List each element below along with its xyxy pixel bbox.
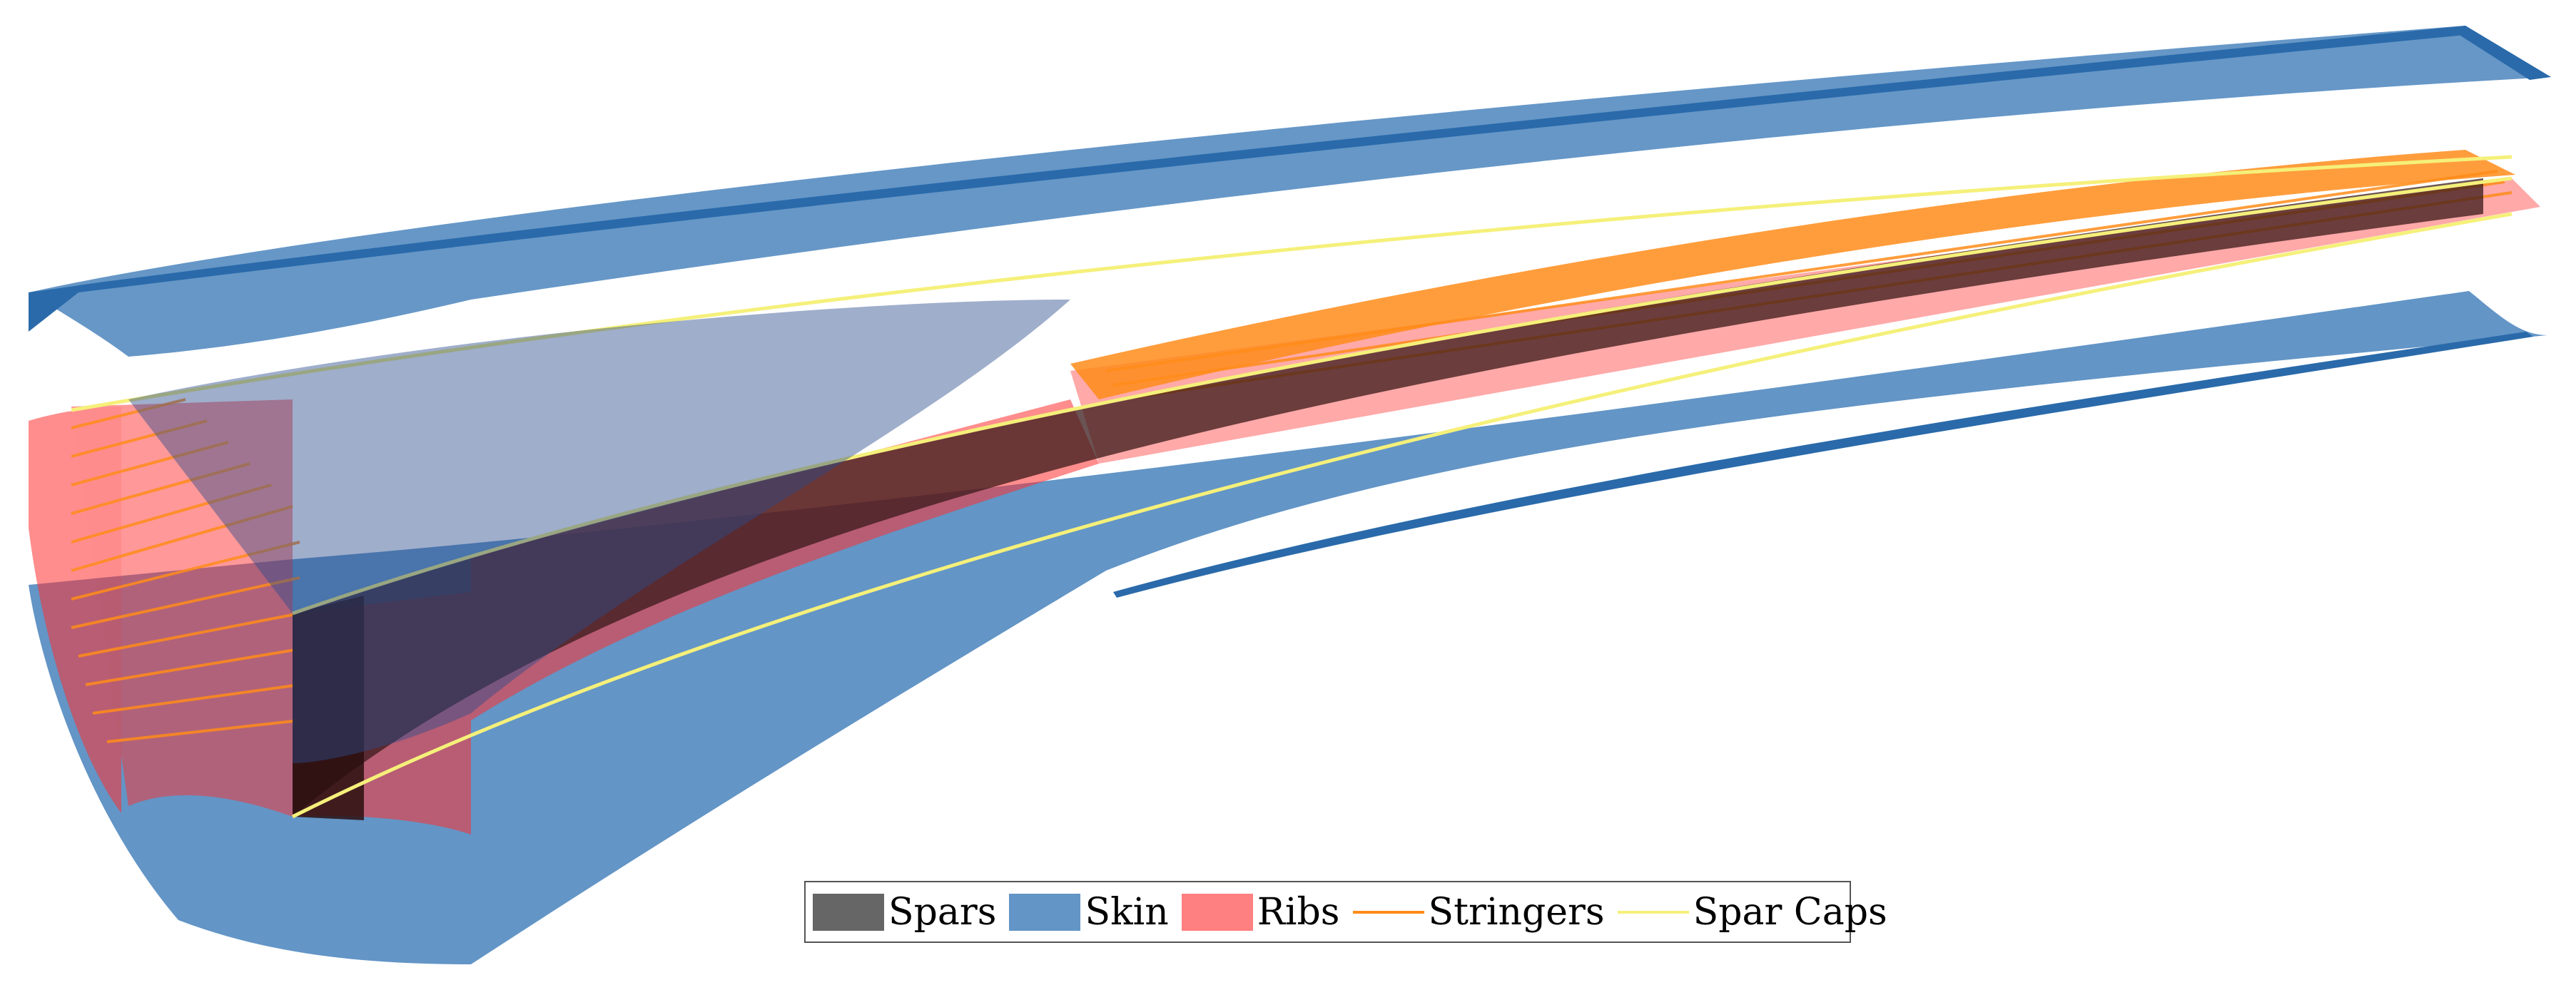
legend-label-spars: Spars <box>888 890 997 934</box>
spar-caps <box>71 155 2512 819</box>
spars-swatch <box>813 893 884 931</box>
legend-label-skin: Skin <box>1085 890 1169 934</box>
spar-caps-line-sample <box>1617 894 1689 931</box>
ribs-swatch <box>1181 893 1253 931</box>
legend-entry-spar-caps: Spar Caps <box>1617 890 1887 934</box>
legend-entry-ribs: Ribs <box>1181 890 1340 934</box>
legend-label-ribs: Ribs <box>1257 890 1340 934</box>
upper-stringer-band <box>1070 150 2515 399</box>
legend-entry-spars: Spars <box>813 890 997 934</box>
skin-swatch <box>1009 893 1081 931</box>
legend-entry-stringers: Stringers <box>1352 890 1605 934</box>
skin-overlay <box>128 300 1070 763</box>
upper-skin <box>29 26 2551 357</box>
legend-label-spar-caps: Spar Caps <box>1693 890 1887 934</box>
legend-entry-skin: Skin <box>1009 890 1169 934</box>
lower-skin <box>29 291 2547 964</box>
spars <box>293 178 2483 820</box>
legend: Spars Skin Ribs Stringers Spar Caps <box>804 881 1887 943</box>
legend-label-stringers: Stringers <box>1428 890 1605 934</box>
stringers-line-sample <box>1352 894 1424 931</box>
